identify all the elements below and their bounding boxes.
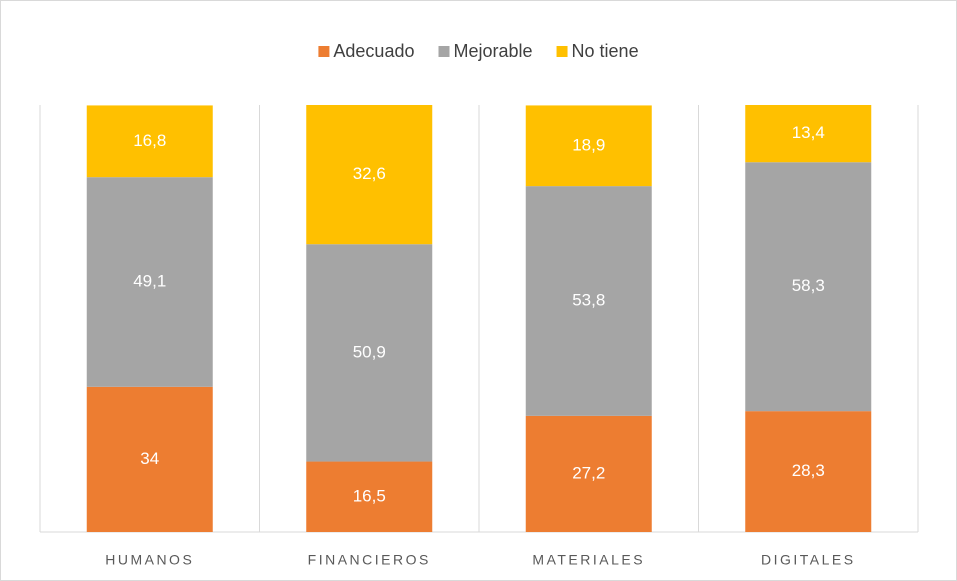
legend-swatch [556, 46, 568, 57]
x-tick-label: MATERIALES [532, 552, 645, 568]
data-label: 34 [140, 449, 159, 468]
bar-segment [86, 177, 213, 387]
bar-segment [86, 105, 213, 178]
legend-label: Mejorable [453, 41, 532, 61]
bar-segment [745, 105, 872, 163]
x-tick-label: HUMANOS [105, 552, 194, 568]
data-label: 49,1 [133, 271, 166, 290]
legend-label: Adecuado [333, 41, 414, 61]
bar-segment [86, 386, 213, 532]
data-label: 18,9 [572, 135, 605, 154]
x-tick-label: FINANCIEROS [308, 552, 431, 568]
bar-segment [306, 105, 433, 245]
data-label: 50,9 [353, 342, 386, 361]
data-label: 13,4 [792, 123, 825, 142]
legend-swatch [318, 46, 330, 57]
x-tick-label: DIGITALES [761, 552, 856, 568]
bar-segment [525, 186, 652, 416]
bar-segment [306, 244, 433, 462]
data-label: 32,6 [353, 164, 386, 183]
data-label: 28,3 [792, 461, 825, 480]
legend-swatch [438, 46, 450, 57]
legend-label: No tiene [572, 41, 639, 61]
data-label: 16,5 [353, 486, 386, 505]
data-label: 16,8 [133, 131, 166, 150]
bar-segment [525, 105, 652, 187]
bar-segment [525, 415, 652, 532]
data-label: 27,2 [572, 463, 605, 482]
data-label: 58,3 [792, 276, 825, 295]
bar-segment [745, 162, 872, 412]
bar-segment [745, 411, 872, 532]
data-label: 53,8 [572, 290, 605, 309]
bar-segment [306, 461, 433, 532]
